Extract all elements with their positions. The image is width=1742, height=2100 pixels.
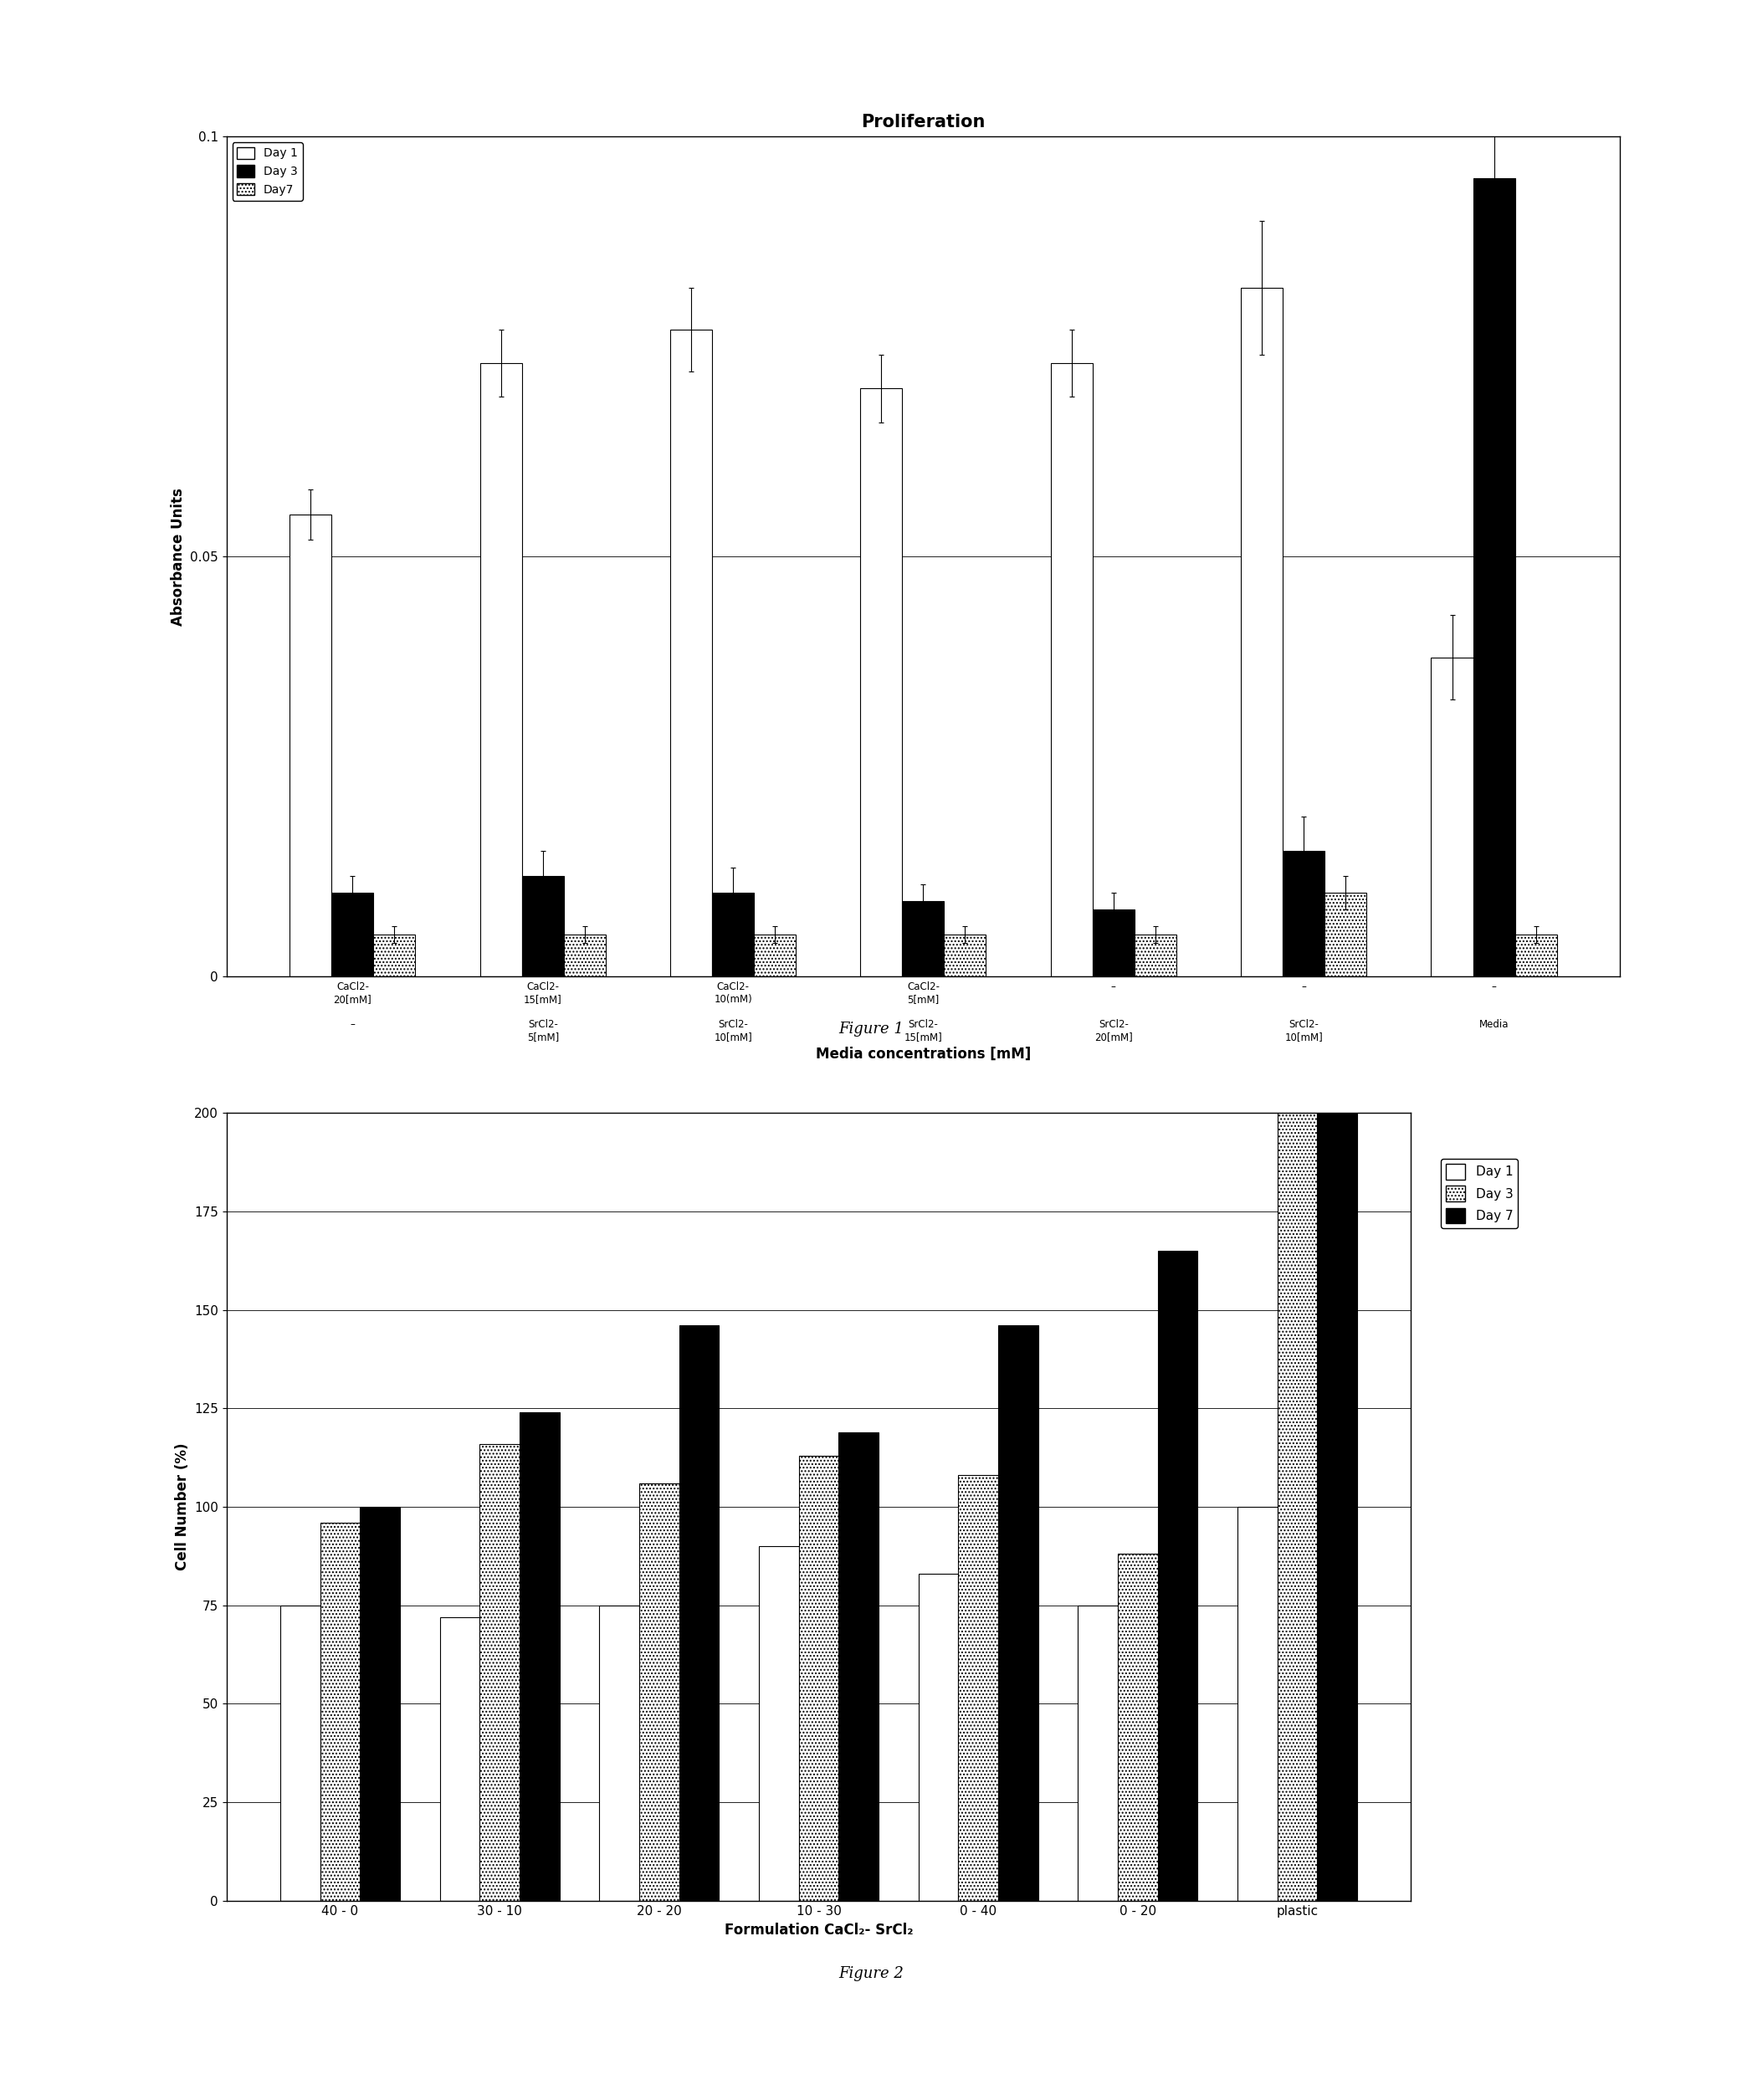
Bar: [838, 1432, 878, 1901]
Y-axis label: Cell Number (%): Cell Number (%): [174, 1443, 190, 1571]
Bar: [1317, 1113, 1357, 1901]
Legend: Day 1, Day 3, Day 7: Day 1, Day 3, Day 7: [1441, 1159, 1519, 1228]
Bar: [523, 876, 564, 976]
Bar: [671, 330, 712, 977]
Bar: [944, 935, 986, 977]
X-axis label: Media concentrations [mM]: Media concentrations [mM]: [815, 1048, 1031, 1063]
Bar: [712, 892, 754, 977]
Bar: [331, 892, 373, 977]
Bar: [679, 1325, 719, 1901]
Bar: [754, 935, 796, 977]
Bar: [800, 1455, 838, 1901]
Bar: [1237, 1508, 1277, 1901]
Text: Figure 1: Figure 1: [838, 1021, 904, 1037]
Bar: [1324, 892, 1366, 977]
Bar: [439, 1617, 479, 1901]
Legend: Day 1, Day 3, Day7: Day 1, Day 3, Day7: [232, 143, 303, 200]
Bar: [1240, 288, 1282, 977]
Bar: [1277, 1113, 1317, 1901]
Bar: [479, 1445, 519, 1901]
Bar: [861, 389, 902, 977]
Bar: [599, 1604, 639, 1901]
Bar: [958, 1474, 998, 1901]
Y-axis label: Absorbance Units: Absorbance Units: [171, 487, 185, 626]
Bar: [902, 901, 944, 977]
Bar: [481, 363, 523, 977]
Bar: [289, 515, 331, 977]
Bar: [1078, 1604, 1118, 1901]
Bar: [1516, 935, 1557, 977]
Bar: [373, 935, 415, 977]
Bar: [1134, 935, 1176, 977]
Bar: [760, 1546, 800, 1901]
Bar: [1092, 909, 1134, 977]
Bar: [1432, 657, 1474, 977]
Bar: [361, 1508, 401, 1901]
Bar: [1158, 1252, 1198, 1901]
Bar: [519, 1413, 559, 1901]
Bar: [564, 935, 606, 977]
Bar: [1282, 851, 1324, 977]
Bar: [1118, 1554, 1158, 1901]
Bar: [1050, 363, 1092, 977]
Text: Figure 2: Figure 2: [838, 1966, 904, 1982]
X-axis label: Formulation CaCl₂- SrCl₂: Formulation CaCl₂- SrCl₂: [725, 1922, 913, 1938]
Bar: [918, 1573, 958, 1901]
Title: Proliferation: Proliferation: [861, 113, 986, 130]
Bar: [321, 1522, 361, 1901]
Bar: [280, 1604, 321, 1901]
Bar: [639, 1483, 679, 1901]
Bar: [998, 1325, 1038, 1901]
Bar: [1474, 179, 1516, 977]
